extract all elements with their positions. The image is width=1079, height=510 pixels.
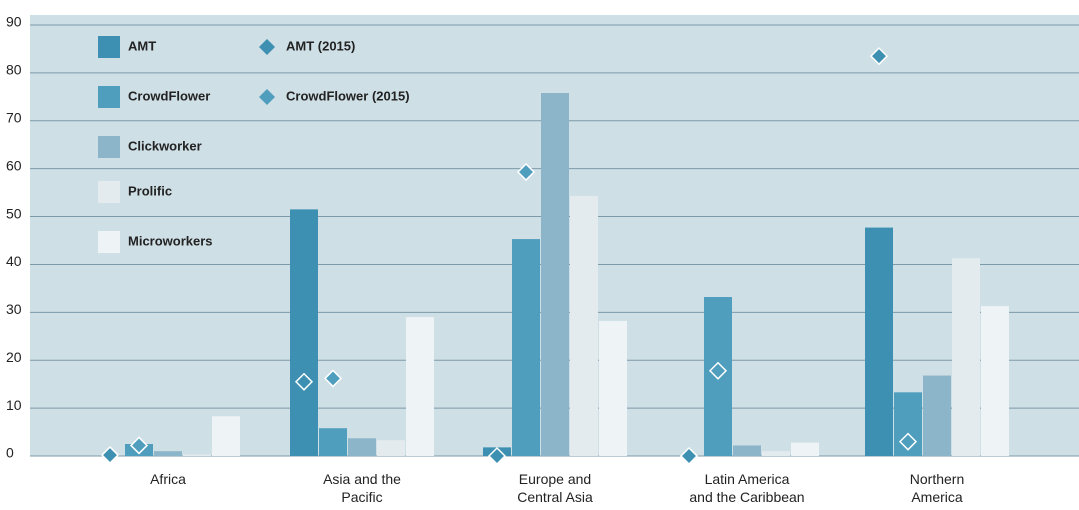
bar (290, 209, 318, 456)
marker (679, 446, 699, 466)
bar (541, 93, 569, 456)
marker (487, 446, 507, 466)
marker (516, 162, 536, 182)
legend-swatch (98, 231, 120, 253)
y-tick-label: 30 (6, 301, 22, 317)
legend-swatch (98, 136, 120, 158)
x-tick-label: Europe and Central Asia (517, 471, 593, 505)
bar (923, 375, 951, 456)
marker (708, 361, 728, 380)
bar (762, 451, 790, 456)
legend-label: Clickworker (128, 138, 202, 153)
legend-label: Microworkers (128, 233, 213, 248)
bar (319, 428, 347, 456)
y-tick-label: 90 (6, 14, 22, 30)
legend-label: CrowdFlower (128, 88, 210, 103)
y-tick-label: 60 (6, 157, 22, 173)
legend-swatch (98, 86, 120, 108)
bar (865, 227, 893, 456)
legend-label: AMT (2015) (286, 38, 355, 53)
legend-swatch (98, 36, 120, 58)
bar (599, 320, 627, 456)
bar (348, 438, 376, 456)
marker (129, 436, 149, 455)
y-tick-label: 20 (6, 349, 22, 365)
marker (323, 369, 343, 388)
marker (869, 47, 889, 66)
legend-label: Prolific (128, 183, 172, 198)
bar (377, 440, 405, 456)
bar (570, 195, 598, 457)
y-tick-label: 70 (6, 109, 22, 125)
bar (406, 317, 434, 456)
bar (212, 416, 240, 456)
legend-label: CrowdFlower (2015) (286, 88, 410, 103)
x-tick-label: Africa (150, 471, 186, 487)
legend-label: AMT (128, 38, 156, 53)
bar (952, 258, 980, 456)
y-tick-label: 80 (6, 62, 22, 78)
x-tick-label: Asia and the Pacific (323, 471, 401, 505)
x-tick-label: Northern America (909, 471, 965, 505)
marker (898, 432, 918, 451)
bar (981, 306, 1009, 456)
y-tick-label: 40 (6, 253, 22, 269)
y-tick-label: 50 (6, 205, 22, 221)
x-tick-label: Latin America and the Caribbean (689, 471, 805, 505)
marker (294, 372, 314, 391)
bar (791, 442, 819, 456)
bar (154, 451, 182, 456)
bar (733, 445, 761, 456)
bar (183, 454, 211, 456)
legend-marker (259, 39, 275, 55)
y-tick-label: 0 (6, 445, 14, 461)
y-tick-label: 10 (6, 397, 22, 413)
marker (100, 445, 120, 465)
legend-marker (259, 89, 275, 105)
bar (512, 239, 540, 456)
legend-swatch (98, 181, 120, 203)
